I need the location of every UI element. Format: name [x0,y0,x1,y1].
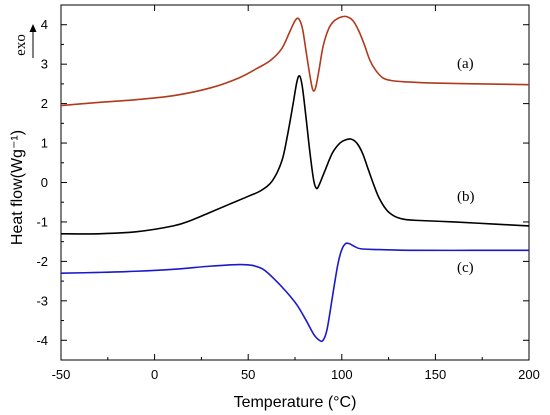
x-tick-label: 150 [425,367,447,382]
y-tick-label: 0 [41,175,48,190]
y-tick-label: -3 [36,293,48,308]
y-axis-title: Heat flow(Wg⁻¹) [9,130,26,245]
y-tick-label: -1 [36,214,48,229]
y-tick-label: 3 [41,57,48,72]
plot-area: -50 0 50 100 150 200 -4 -3 -2 -1 0 1 2 3 4 [36,4,540,382]
x-tick-label: 100 [331,367,353,382]
series-line-a [60,15,530,107]
exo-indicator: exo [13,24,37,58]
y-tick-label: -4 [36,333,48,348]
y-tick-label: 4 [41,17,48,32]
x-axis-title: Temperature (°C) [234,394,357,411]
x-tick-label: 0 [151,367,158,382]
x-tick-label: 50 [241,367,255,382]
exo-arrow-head-icon [29,24,37,32]
series-label-b: (b) [457,189,475,205]
x-tick-label: 200 [518,367,540,382]
x-tick-label: -50 [52,367,71,382]
series-line-b [60,74,530,235]
series-label-a: (a) [457,56,474,72]
series-label-c: (c) [457,260,474,276]
series-line-c [60,242,529,343]
y-tick-label: 2 [41,96,48,111]
exo-label: exo [13,34,29,56]
y-tick-label: 1 [41,136,48,151]
y-tick-label: -2 [36,254,48,269]
